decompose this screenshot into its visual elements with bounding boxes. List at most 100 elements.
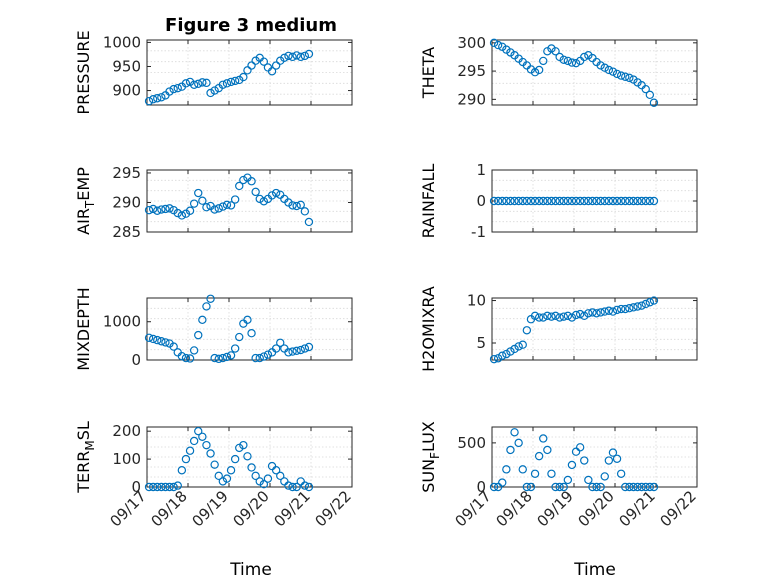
x-tick-label: 09/17	[452, 487, 495, 530]
x-tick-label: 09/19	[189, 487, 232, 530]
data-point	[580, 196, 589, 206]
x-tick-label: 09/22	[657, 487, 700, 530]
data-point	[243, 452, 252, 461]
data-point	[522, 482, 532, 492]
data-point	[645, 196, 655, 206]
data-point	[300, 481, 310, 490]
data-point	[567, 313, 577, 322]
data-point	[177, 466, 187, 475]
data-point	[547, 196, 556, 206]
data-point	[165, 87, 174, 96]
x-tick-label: 09/22	[312, 487, 355, 530]
x-tick-label: 09/18	[148, 487, 191, 530]
data-point	[645, 482, 655, 492]
data-point	[534, 451, 544, 461]
y-tick-label: 285	[112, 223, 141, 241]
data-point	[239, 175, 248, 185]
data-point	[181, 454, 191, 464]
data-point	[584, 196, 593, 206]
data-point	[263, 350, 273, 359]
y-tick-label: 300	[457, 34, 486, 52]
data-point	[255, 194, 264, 204]
data-point	[604, 65, 614, 75]
data-point	[539, 313, 548, 322]
data-point	[292, 482, 301, 492]
data-point	[230, 195, 240, 204]
data-point	[616, 304, 626, 314]
data-point	[157, 205, 166, 214]
data-point	[239, 72, 248, 82]
data-point	[222, 474, 232, 483]
data-point	[222, 352, 232, 362]
data-point	[173, 208, 182, 218]
data-point	[608, 448, 618, 457]
data-point	[616, 196, 626, 206]
data-point	[267, 461, 277, 471]
data-point	[522, 196, 532, 206]
data-point	[169, 482, 178, 492]
data-point	[621, 72, 630, 81]
data-point	[230, 344, 240, 353]
data-point	[304, 49, 314, 59]
data-point	[202, 302, 211, 311]
data-point	[629, 303, 638, 312]
data-point	[612, 69, 622, 79]
data-point	[559, 196, 568, 206]
data-point	[259, 352, 269, 361]
data-point	[641, 84, 650, 94]
data-point	[181, 353, 191, 363]
data-point	[547, 469, 556, 478]
data-point	[616, 469, 626, 478]
data-point	[153, 206, 162, 215]
data-point	[198, 432, 207, 441]
data-point	[571, 58, 581, 68]
data-point	[267, 67, 277, 76]
data-point	[559, 312, 568, 321]
data-point	[202, 78, 211, 88]
data-point	[292, 346, 301, 356]
data-point	[300, 207, 310, 216]
data-point	[489, 38, 499, 48]
y-axis-label: TERRMSL	[74, 421, 97, 494]
data-point	[543, 445, 552, 455]
data-point	[649, 196, 659, 206]
data-point	[189, 436, 199, 446]
data-point	[226, 466, 236, 475]
data-point	[214, 354, 223, 364]
data-point	[596, 61, 605, 70]
figure-title: Figure 3 medium	[165, 15, 337, 36]
data-point	[637, 196, 646, 206]
data-point	[608, 307, 618, 316]
y-tick-label: 0	[476, 192, 486, 210]
data-point	[600, 472, 609, 481]
data-point	[284, 348, 293, 357]
data-point	[637, 301, 646, 310]
y-tick-label: 5	[476, 334, 486, 352]
data-point	[551, 196, 560, 206]
data-point	[645, 298, 655, 307]
data-point	[280, 53, 289, 63]
data-point	[292, 51, 301, 60]
data-point	[555, 313, 564, 322]
data-point	[157, 337, 166, 346]
data-point	[161, 204, 170, 214]
y-tick-label: 100	[112, 450, 141, 468]
data-point	[645, 90, 655, 100]
data-point	[498, 478, 507, 487]
data-point	[539, 56, 548, 66]
data-point	[584, 475, 593, 485]
data-point	[526, 196, 536, 206]
subplot-pressure: 900 950 1000 PRESSURE	[74, 30, 353, 115]
subplot-theta: 290 295 300 THETA	[419, 34, 698, 108]
data-point	[177, 351, 187, 361]
data-point	[218, 202, 228, 211]
subplot-air-temp: 285 290 295 AIRTEMP	[74, 164, 353, 241]
data-point	[271, 188, 281, 198]
y-tick-label: 295	[112, 164, 141, 182]
data-point	[621, 482, 630, 492]
data-point	[498, 351, 507, 360]
axes-box	[491, 39, 698, 106]
data-point	[534, 196, 544, 206]
data-point	[493, 40, 503, 50]
data-point	[198, 315, 207, 325]
